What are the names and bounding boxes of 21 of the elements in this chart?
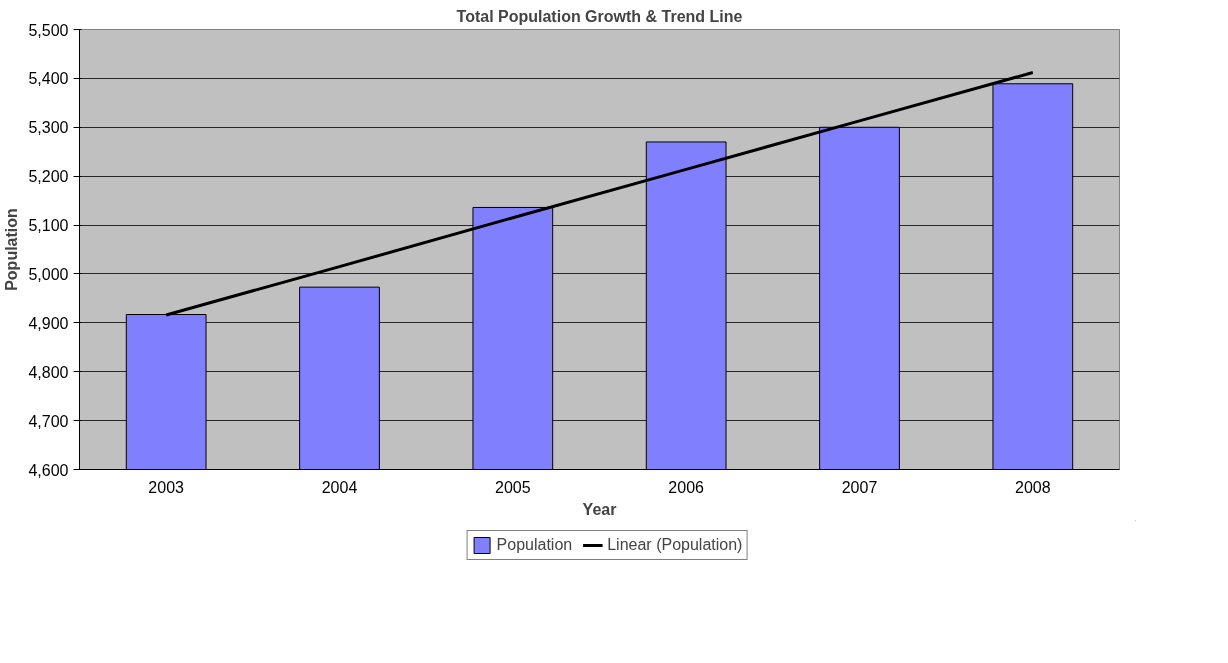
x-tick-label: 2003	[148, 478, 185, 496]
y-tick-label: 4,900	[28, 314, 69, 332]
x-tick-label: 2004	[321, 478, 358, 496]
x-tick-label: 2007	[841, 478, 878, 496]
y-axis-title: Population	[3, 208, 21, 291]
y-tick-label: 5,400	[28, 70, 69, 88]
x-tick-label: 2005	[495, 478, 531, 496]
y-tick-label: 5,200	[28, 168, 69, 186]
legend-label: Population	[496, 536, 573, 554]
legend-label: Linear (Population)	[607, 536, 743, 554]
x-tick-label: 2006	[668, 478, 705, 496]
y-tick-label: 5,100	[28, 217, 69, 235]
x-tick-label: 2008	[1015, 478, 1051, 496]
chart-title: Total Population Growth & Trend Line	[456, 7, 743, 25]
y-tick-label: 4,800	[28, 363, 69, 381]
y-tick-label: 5,500	[28, 21, 69, 39]
y-tick-label: 5,000	[28, 265, 69, 283]
y-tick-label: 5,300	[28, 119, 69, 137]
y-tick-label: 4,700	[28, 412, 69, 430]
x-axis-title: Year	[582, 500, 617, 518]
y-tick-label: 4,600	[28, 461, 69, 479]
